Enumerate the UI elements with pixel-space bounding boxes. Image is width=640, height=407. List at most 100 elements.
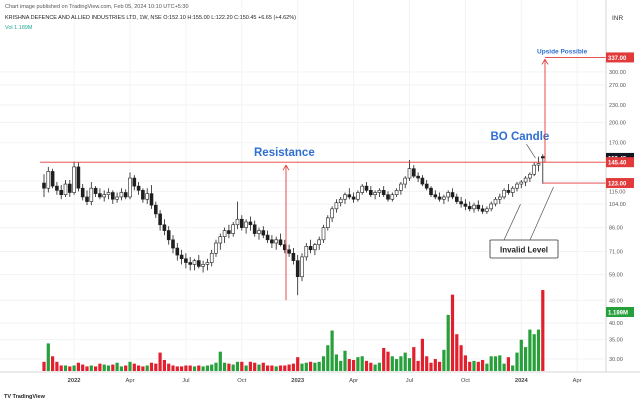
price-tick-label: 30.00 [609,357,623,363]
volume-bar [257,364,261,371]
candle-up [214,242,218,254]
price-label: 123.00 [608,182,627,188]
candle-down [270,239,274,244]
symbol-line: KRISHNA DEFENCE AND ALLIED INDUSTRIES LT… [5,15,296,21]
candle-up [360,185,365,193]
candle-up [502,190,506,198]
volume-bar [524,347,528,371]
candle-down [437,196,442,200]
volume-bar [171,365,175,371]
volume-bar [356,357,360,371]
volume-bar [489,356,493,371]
volume-bar [528,329,532,371]
candle-down [85,196,89,202]
volume-bar [300,363,304,371]
candle-up [399,183,403,191]
volume-bar [158,352,162,371]
volume-bar [468,361,472,371]
upside-label: Upside Possible [537,48,588,55]
volume-bar [270,365,274,371]
volume-bar [334,354,338,371]
price-tick-label: 71.00 [609,250,623,256]
candle-down [240,218,244,228]
candle-up [497,196,502,200]
volume-bar [278,365,283,371]
candle-up [222,230,227,237]
volume-bar [85,366,89,371]
volume-bar [63,365,68,371]
volume-bar [218,351,222,371]
time-axis-ticks: 2022 Apr Jul Oct 2023 Apr Jul Oct 2024 Apr [68,378,582,384]
price-tick-label: 230.00 [609,103,626,109]
volume-bar [167,363,171,371]
price-label-box [606,52,634,63]
price-label-box [606,178,634,189]
candle-down [265,234,270,241]
candlesticks [42,154,545,296]
volume-bar [205,365,209,371]
candle-down [50,171,55,187]
candle-up [442,196,446,200]
volume-bar [485,363,489,371]
price-tick-label: 115.00 [609,189,625,195]
candle-down [76,166,81,189]
volume-bar [184,365,188,371]
volume-bars [42,290,545,371]
candle-up [218,236,223,244]
candle-down [111,192,115,200]
candle-up [304,246,309,258]
candle-down [261,230,266,236]
candle-down [158,213,162,226]
volume-bar [76,362,80,371]
invalid-level-label: Invalid Level [500,246,548,255]
candle-down [467,206,472,210]
candle-up [528,173,532,179]
volume-bar [395,359,399,371]
candle-up [300,256,304,278]
volume-bar [472,360,476,371]
candle-up [244,221,248,228]
volume-bar [175,366,179,371]
volume-bar [240,361,244,371]
candle-down [386,194,390,200]
volume-bar [94,366,98,371]
volume-bar [369,362,373,371]
candle-up [377,190,382,193]
candle-up [373,192,377,196]
candle-down [132,177,137,187]
volume-bar [390,356,394,371]
candle-down [364,185,369,191]
candle-up [536,163,541,166]
price-tick-label: 35.00 [609,338,623,344]
candle-down [55,185,59,191]
candle-up [446,192,451,198]
volume-bar [119,366,123,371]
invalid-pointer-2 [529,186,554,241]
published-note: Chart image published on TradingView.com… [5,4,189,10]
bo-candle-pointer [526,143,536,159]
candle-up [343,194,347,200]
volume-bar [68,366,72,371]
candle-down [287,249,291,254]
volume-bar [382,348,386,371]
candle-down [171,239,175,249]
volume-bar [98,363,102,371]
volume-bar [373,364,377,371]
candle-up [338,198,343,204]
candle-up [274,239,279,244]
volume-bar [210,364,214,371]
candle-down [381,190,386,196]
volume-bar [476,361,480,371]
price-tick-label: 300.00 [609,70,626,76]
volume-bar [352,359,356,371]
candle-down [162,224,167,231]
candle-up [356,192,360,200]
volume-bar [438,361,442,371]
volume-bar [420,338,424,371]
candle-up [407,168,412,179]
candle-down [420,177,425,185]
candle-up [325,217,330,228]
time-tick-label: Apr [349,378,358,384]
candle-up [523,177,528,183]
